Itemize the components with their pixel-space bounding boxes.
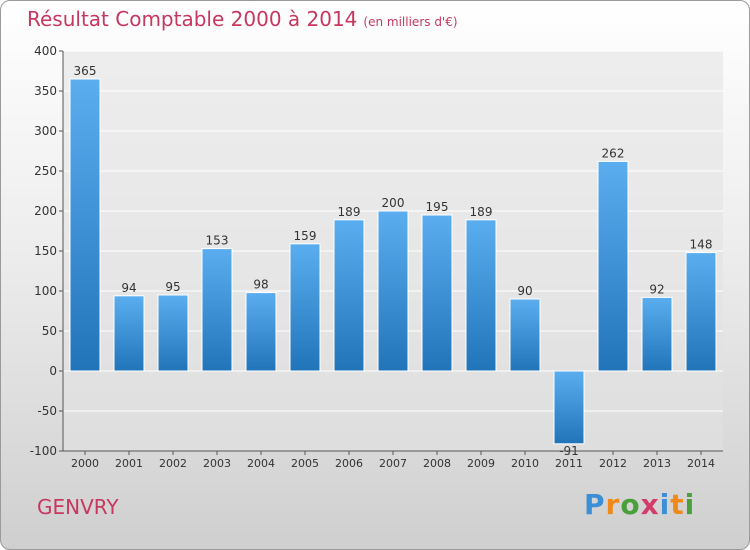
x-tick-label: 2009 (467, 457, 495, 470)
logo-letter: i (659, 488, 671, 521)
bar (157, 294, 189, 372)
y-tick-label: -100 (30, 444, 57, 458)
title-main: Résultat Comptable 2000 à 2014 (27, 7, 358, 31)
x-tick-label: 2001 (115, 457, 143, 470)
y-tick-label: 200 (34, 204, 57, 218)
y-tick-label: 350 (34, 84, 57, 98)
bar (421, 214, 453, 372)
x-tick-label: 2013 (643, 457, 671, 470)
logo-letter: r (605, 488, 621, 521)
data-label: 148 (690, 238, 713, 252)
y-tick-label: 100 (34, 284, 57, 298)
logo-letter: i (684, 488, 696, 521)
bar (113, 295, 145, 372)
data-label: 153 (206, 234, 229, 248)
data-label: 98 (253, 278, 268, 292)
x-tick-label: 2008 (423, 457, 451, 470)
logo-letter: P (584, 488, 606, 521)
data-label: 195 (426, 200, 449, 214)
data-label: 189 (338, 205, 361, 219)
x-axis: 2000 2001 2002 2003 2004 2005 2006 2007 2008 2009… (63, 450, 723, 470)
y-tick-label: -50 (37, 404, 57, 418)
bar (377, 210, 409, 372)
data-label: 94 (121, 281, 136, 295)
bar (333, 219, 365, 372)
data-label: 90 (517, 284, 532, 298)
y-tick-label: 250 (34, 164, 57, 178)
data-label: 189 (470, 205, 493, 219)
logo-letter: x (640, 488, 660, 521)
x-tick-label: 2003 (203, 457, 231, 470)
y-tick-label: 300 (34, 124, 57, 138)
bar (553, 370, 585, 445)
bar (289, 243, 321, 372)
y-tick-label: 400 (34, 44, 57, 58)
x-tick-label: 2007 (379, 457, 407, 470)
x-tick-label: 2000 (71, 457, 99, 470)
data-label: 95 (165, 280, 180, 294)
data-label: 365 (74, 64, 97, 78)
y-axis: 400 350 300 250 200 150 100 50 0 -50 -100 (30, 44, 64, 458)
bar (465, 219, 497, 372)
bar (69, 78, 101, 372)
y-tick-label: 150 (34, 244, 57, 258)
data-label: 200 (382, 196, 405, 210)
data-label: 159 (294, 229, 317, 243)
bar (641, 296, 673, 372)
x-tick-label: 2010 (511, 457, 539, 470)
logo-letter: t (670, 488, 685, 521)
logo-letter: o (620, 488, 641, 521)
bar (509, 298, 541, 372)
x-tick-label: 2002 (159, 457, 187, 470)
x-tick-label: 2005 (291, 457, 319, 470)
data-label: 92 (649, 282, 664, 296)
x-tick-label: 2004 (247, 457, 275, 470)
x-tick-label: 2011 (555, 457, 583, 470)
bar (597, 160, 629, 372)
x-tick-label: 2006 (335, 457, 363, 470)
bar (201, 248, 233, 372)
title-unit: (en milliers d'€) (363, 15, 458, 29)
x-tick-label: 2012 (599, 457, 627, 470)
x-tick-label: 2014 (687, 457, 715, 470)
bar (685, 252, 717, 372)
chart-title: Résultat Comptable 2000 à 2014 (en millie… (27, 7, 458, 31)
proxiti-logo: Proxiti (584, 488, 695, 521)
data-label: 262 (602, 146, 625, 160)
y-tick-label: 0 (49, 364, 57, 378)
y-tick-label: 50 (42, 324, 57, 338)
town-name: GENVRY (37, 495, 119, 519)
bar (245, 292, 277, 372)
